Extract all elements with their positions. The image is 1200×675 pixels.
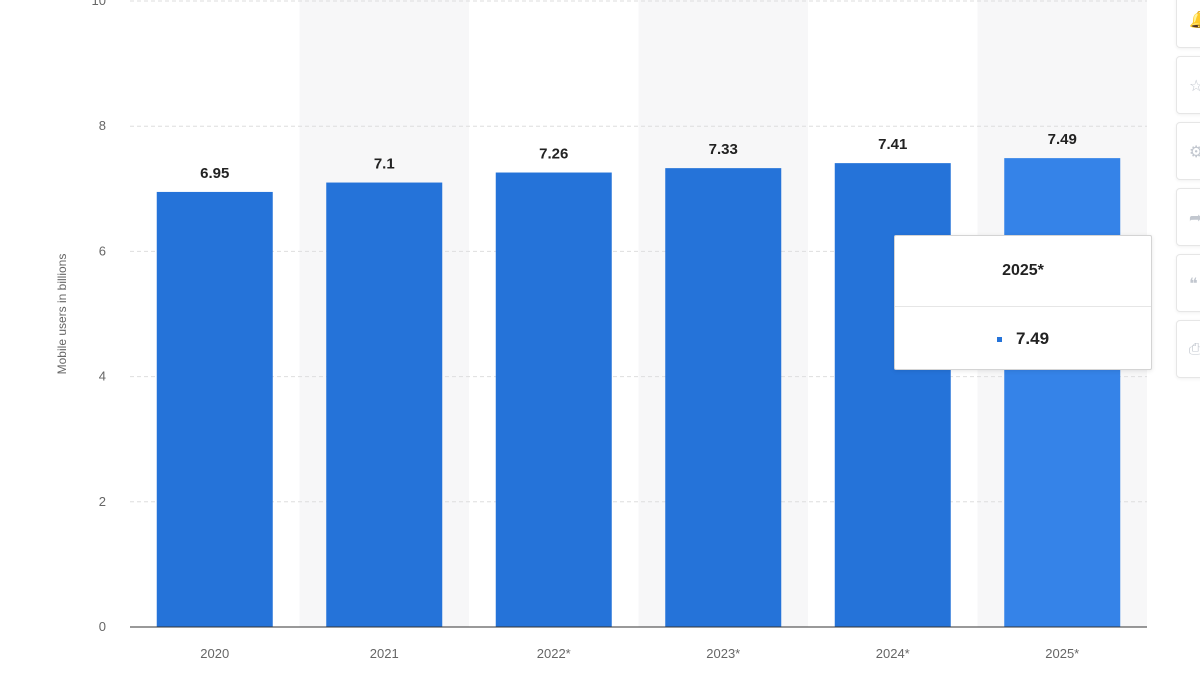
series-marker-icon xyxy=(996,336,1002,342)
data-label: 7.49 xyxy=(1048,131,1077,148)
bar xyxy=(665,168,782,627)
quote-icon[interactable]: ❝ xyxy=(1176,254,1200,312)
y-tick-label: 2 xyxy=(99,494,106,509)
bar xyxy=(156,191,273,627)
data-labels: 6.95 7.1 7.26 7.33 7.41 7.49 xyxy=(200,131,1077,182)
bar-tooltip: 2025* 7.49 xyxy=(894,235,1152,370)
x-tick-label: 2024* xyxy=(876,646,910,661)
x-axis-ticks: 2020 2021 2022* 2023* 2024* 2025* xyxy=(200,646,1079,661)
share-icon[interactable]: ➦ xyxy=(1176,188,1200,246)
data-label: 6.95 xyxy=(200,165,229,182)
chart-toolbar: 🔔 ☆ ⚙ ➦ ❝ ⎙ xyxy=(1176,0,1200,378)
tooltip-value-row: 7.49 xyxy=(895,307,1151,371)
data-label: 7.26 xyxy=(539,146,568,163)
x-tick-label: 2023* xyxy=(706,646,740,661)
bar xyxy=(495,172,612,628)
x-tick-label: 2020 xyxy=(200,646,229,661)
x-tick-label: 2025* xyxy=(1045,646,1079,661)
y-axis-label: Mobile users in billions xyxy=(55,254,69,375)
y-tick-label: 8 xyxy=(99,118,106,133)
y-tick-label: 6 xyxy=(99,243,106,258)
tooltip-value: 7.49 xyxy=(1015,329,1050,348)
bar xyxy=(834,163,951,627)
star-icon[interactable]: ☆ xyxy=(1176,56,1200,114)
x-tick-label: 2022* xyxy=(537,646,571,661)
bar xyxy=(1004,158,1121,627)
data-label: 7.33 xyxy=(709,141,738,158)
data-label: 7.41 xyxy=(878,136,907,153)
bar-chart: 6.95 7.1 7.26 7.33 7.41 7.49 0 2 4 6 8 10 2020 2021… xyxy=(55,0,1147,661)
print-icon[interactable]: ⎙ xyxy=(1176,320,1200,378)
x-tick-label: 2021 xyxy=(370,646,399,661)
bar xyxy=(326,182,443,628)
y-tick-label: 4 xyxy=(99,369,106,384)
gear-icon[interactable]: ⚙ xyxy=(1176,122,1200,180)
y-axis-ticks: 0 2 4 6 8 10 xyxy=(92,0,106,634)
y-tick-label: 0 xyxy=(99,619,106,634)
bell-icon[interactable]: 🔔 xyxy=(1176,0,1200,48)
bars xyxy=(156,158,1121,628)
data-label: 7.1 xyxy=(374,156,395,173)
tooltip-title: 2025* xyxy=(895,236,1151,307)
y-tick-label: 10 xyxy=(92,0,106,8)
